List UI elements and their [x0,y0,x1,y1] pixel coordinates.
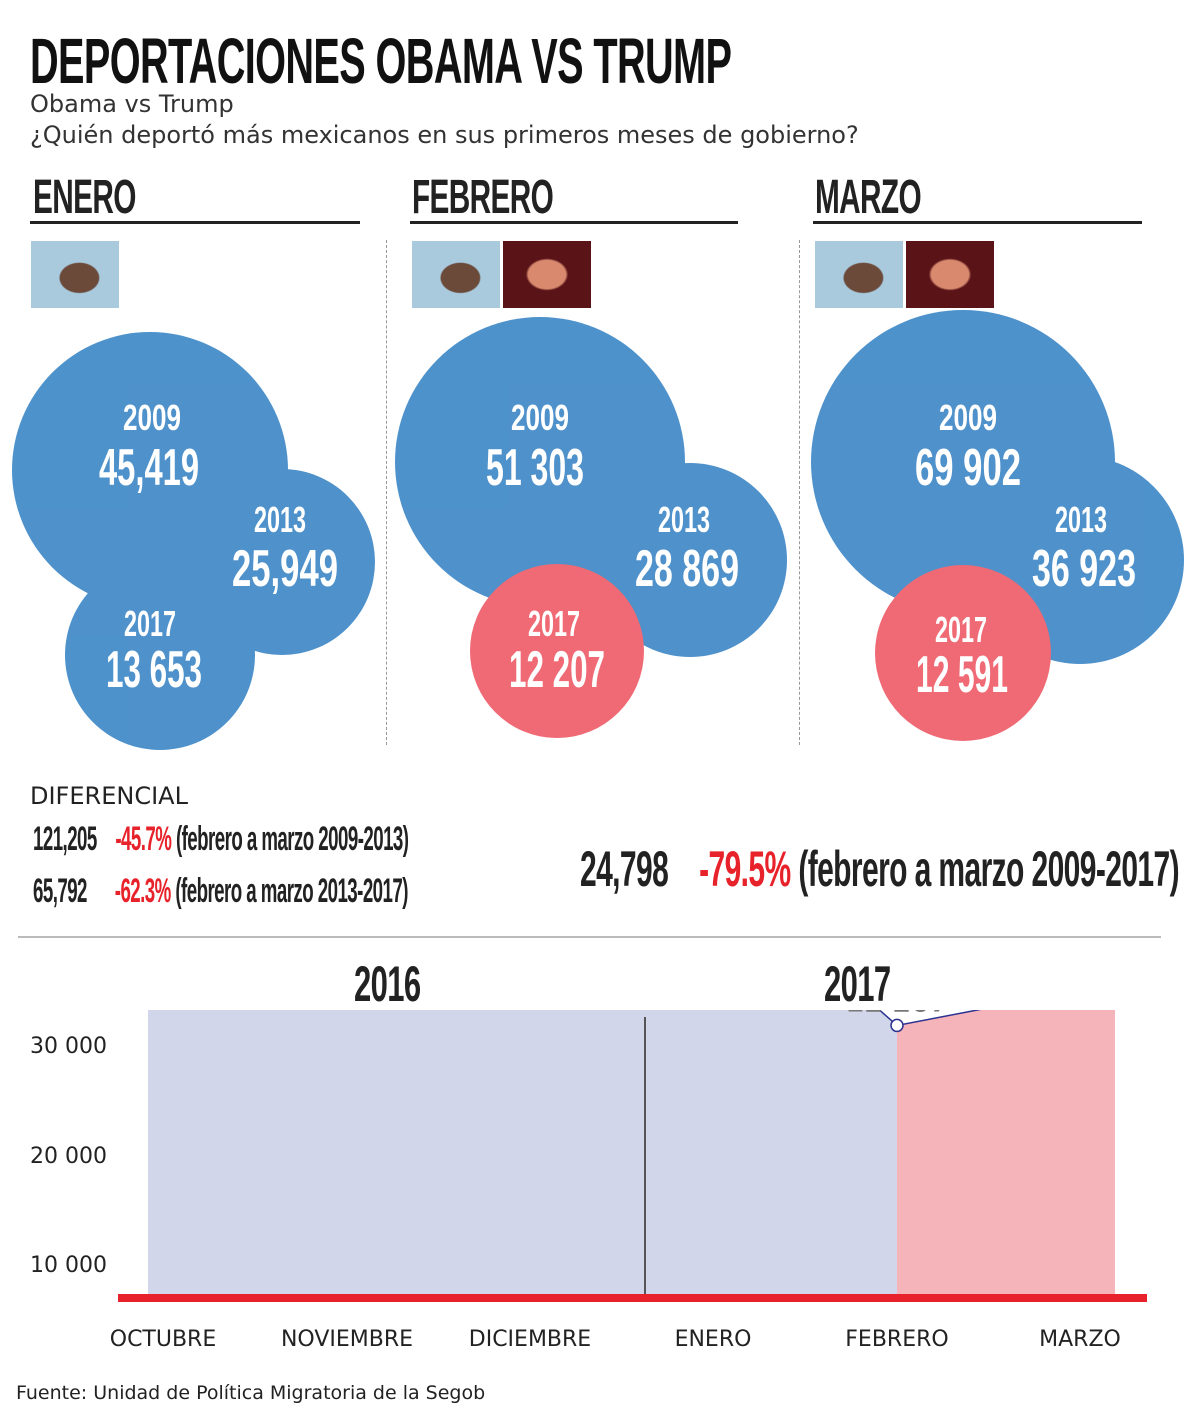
diff-desc: (febrero a marzo 2009-2017) [798,841,1179,897]
divider [813,221,1142,224]
bubble-value: 45,419 [99,439,199,497]
panel-separator [386,240,387,745]
obama-photo [815,241,903,308]
bubble-chart: 2009 45,419 2013 25,949 2017 13 653 2009… [12,310,1184,750]
diff-value: 121,205 [33,820,97,858]
diff-pct: -45.7% [115,820,172,858]
bubble-value: 69 902 [915,439,1021,497]
bubble-value: 51 303 [486,439,584,497]
divider [30,221,360,224]
source-note: Fuente: Unidad de Política Migratoria de… [16,1382,486,1404]
panel-separator [799,240,800,745]
baseline [118,1294,1147,1302]
bubble-marzo-2009 [811,310,1115,614]
area-segment [897,1010,1115,1298]
diff-desc: (febrero a marzo 2013-2017) [175,872,408,910]
bubble-year: 2009 [511,397,569,438]
bubble-year: 2017 [124,603,176,644]
diferencial-label: DIFERENCIAL [30,782,188,810]
year-label-2017: 2017 [824,956,891,1012]
diff-pct: -62.3% [114,872,172,910]
page-title: DEPORTACIONES OBAMA VS TRUMP [30,25,732,97]
section-divider [18,936,1161,938]
x-tick-noviembre: NOVIEMBRE [280,1327,414,1352]
bubble-year: 2009 [939,397,997,438]
obama-photo [412,241,500,308]
month-febrero: FEBRERO [412,171,554,224]
diff-row-main: 24,798 -79.5% (febrero a marzo 2009-2017… [580,840,1180,898]
bubble-febrero-2009 [395,317,685,607]
bubble-value: 25,949 [232,540,338,598]
y-tick: 20 000 [30,1144,107,1169]
bubble-year: 2013 [658,499,710,540]
bubble-value: 12 591 [916,646,1008,704]
bubble-marzo-2013 [976,456,1184,664]
area-segment [718,1010,897,1298]
question: ¿Quién deportó más mexicanos en sus prim… [30,121,859,149]
diff-pct: -79.5% [699,841,791,897]
x-tick-marzo: MARZO [1039,1327,1121,1352]
bubble-value: 12 207 [509,641,605,699]
data-point [890,1018,904,1033]
bubble-year: 2013 [1055,499,1107,540]
trump-photo [906,241,994,308]
area-segment [535,1010,718,1298]
y-tick: 30 000 [30,1034,107,1059]
x-tick-enero: ENERO [674,1327,752,1352]
bubble-year: 2017 [528,603,580,644]
diff-value: 24,798 [580,841,669,897]
series-line [878,1010,982,1027]
bubble-enero-2009 [12,332,288,608]
diff-row: 65,792 -62.3% (febrero a marzo 2013-2017… [33,872,408,911]
bubble-year: 2017 [935,609,987,650]
bubble-year: 2013 [254,499,306,540]
line-chart: 21 00419 37615 11913 65312 20712 591 [118,1010,1147,1302]
diff-value: 65,792 [33,872,87,910]
bubble-year: 2009 [123,397,181,438]
bubble-value: 13 653 [106,641,202,699]
trump-photo [503,241,591,308]
x-tick-diciembre: DICIEMBRE [468,1327,592,1352]
year-label-2016: 2016 [354,956,421,1012]
subtitle: Obama vs Trump [30,90,234,118]
x-tick-febrero: FEBRERO [845,1327,949,1352]
bubble-enero-2017 [65,560,255,750]
bubble-enero-2013 [189,469,375,655]
divider [410,221,738,224]
month-marzo: MARZO [815,171,922,224]
x-tick-octubre: OCTUBRE [109,1327,217,1352]
diff-desc: (febrero a marzo 2009-2013) [175,820,409,858]
area-segment [148,1010,351,1298]
bubble-febrero-2017 [470,564,644,738]
bubble-febrero-2013 [593,463,787,657]
diff-row: 121,205 -45.7% (febrero a marzo 2009-201… [33,820,409,859]
month-enero: ENERO [33,171,136,224]
bubble-marzo-2017 [875,565,1051,741]
y-tick: 10 000 [30,1253,107,1278]
bubble-value: 36 923 [1032,540,1136,598]
obama-photo [31,241,119,308]
area-segment [351,1010,535,1298]
bubble-value: 28 869 [635,540,739,598]
